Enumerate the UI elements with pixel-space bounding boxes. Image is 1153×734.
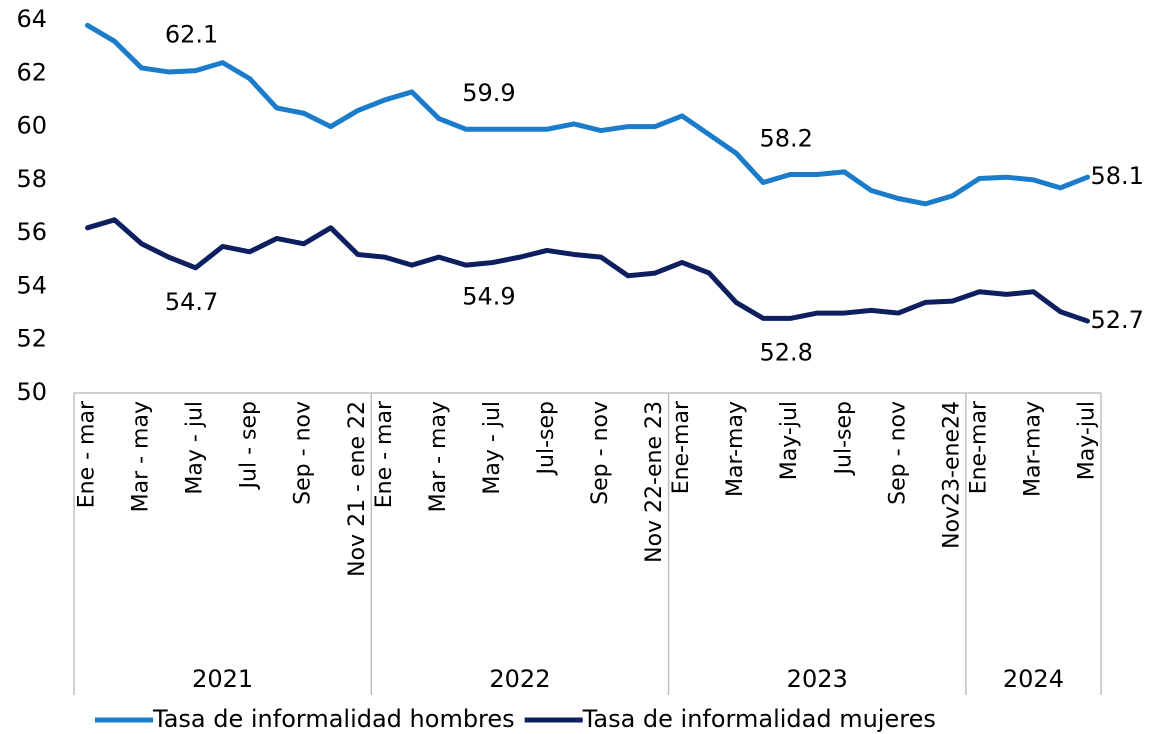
x-tick-label: Mar-may (723, 401, 748, 497)
x-tick-label: Nov 21 - ene 22 (345, 401, 370, 577)
x-tick-label: Sep - nov (588, 401, 613, 505)
x-tick-label: Ene-mar (966, 400, 991, 494)
legend-label: Tasa de informalidad mujeres (582, 705, 936, 733)
y-tick-label: 60 (16, 112, 47, 140)
x-tick-label: Nov 22-ene 23 (642, 401, 667, 563)
x-tick-label: Sep - nov (885, 401, 910, 505)
x-tick-label: May-jul (777, 401, 802, 480)
x-tick-label: Sep - nov (291, 401, 316, 505)
data-label: 58.1 (1090, 162, 1143, 190)
x-tick-label: Ene - mar (75, 400, 100, 508)
data-label: 62.1 (165, 21, 218, 49)
data-label: 52.8 (759, 338, 812, 366)
y-tick-label: 54 (16, 271, 47, 299)
x-tick-label: Mar - may (426, 401, 451, 512)
y-tick-label: 58 (16, 165, 47, 193)
y-tick-label: 62 (16, 58, 47, 86)
legend-label: Tasa de informalidad hombres (152, 705, 515, 733)
group-label: 2021 (192, 665, 253, 693)
x-tick-label: May-jul (1074, 401, 1099, 480)
data-label: 58.2 (759, 125, 812, 153)
x-tick-label: Ene - mar (372, 400, 397, 508)
x-tick-label: Nov23-ene24 (939, 401, 964, 549)
x-tick-label: Jul-sep (534, 401, 559, 476)
series-line (85, 22, 1090, 207)
y-tick-label: 56 (16, 218, 47, 246)
y-tick-label: 50 (16, 378, 47, 406)
y-tick-label: 52 (16, 325, 47, 353)
group-label: 2022 (489, 665, 550, 693)
group-label: 2024 (1003, 665, 1064, 693)
data-label: 54.9 (462, 282, 515, 310)
data-label: 52.7 (1090, 306, 1143, 334)
x-tick-label: Ene-mar (669, 400, 694, 494)
x-tick-label: May - jul (480, 401, 505, 495)
x-tick-label: May - jul (183, 401, 208, 495)
data-label: 54.7 (165, 288, 218, 316)
x-tick-label: Jul - sep (237, 401, 262, 490)
x-tick-label: Mar - may (129, 401, 154, 512)
data-label: 59.9 (462, 79, 515, 107)
group-label: 2023 (787, 665, 848, 693)
x-tick-label: Mar-may (1020, 401, 1045, 497)
x-tick-label: Jul-sep (831, 401, 856, 476)
y-tick-label: 64 (16, 5, 47, 33)
series-line (85, 217, 1090, 324)
